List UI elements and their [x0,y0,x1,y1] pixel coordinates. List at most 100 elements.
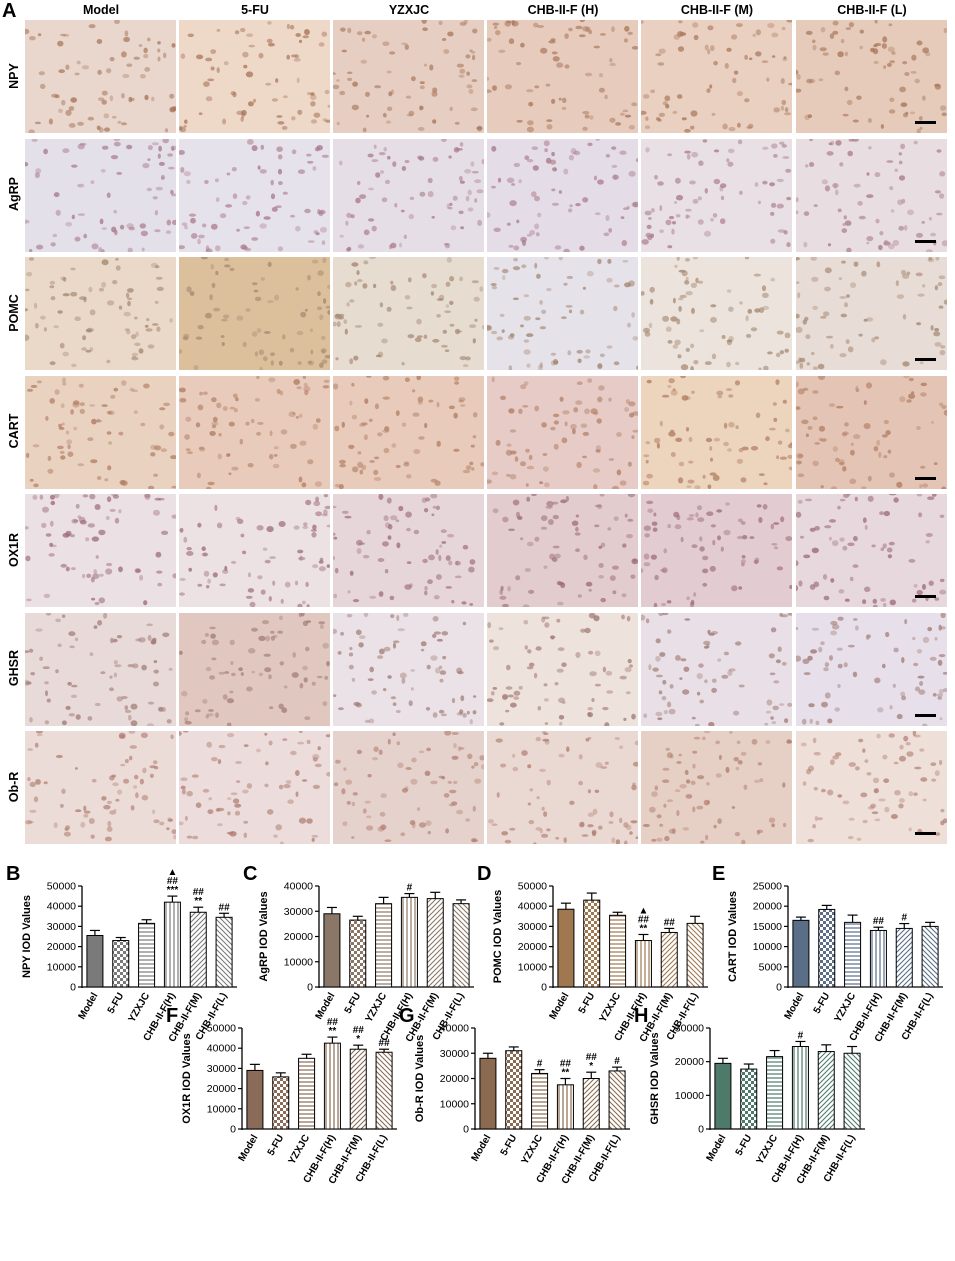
bar [112,940,130,988]
cell-texture [179,494,330,607]
cell-texture [179,612,330,726]
panel-letter: D [477,863,491,885]
cell-texture [25,20,176,133]
bar [272,1076,290,1130]
bar [817,1051,835,1130]
y-tick-label: 40000 [207,1043,236,1055]
cell-texture [179,375,330,489]
cell-texture [641,257,791,370]
cell-texture [179,257,330,370]
micrograph-tile [333,612,484,726]
bar [323,1042,341,1130]
cell-texture [25,612,173,726]
bar [766,1056,784,1130]
micrograph-tile [179,20,330,133]
y-tick-label: 50000 [47,881,76,893]
y-tick-label: 10000 [440,1098,469,1110]
scale-bar [915,476,936,480]
y-tick-label: 10000 [47,961,76,973]
bar [323,913,341,988]
cell-texture [796,612,947,726]
micrograph-tile [179,375,330,489]
y-axis-label: AgRP IOD Values [258,891,270,981]
cell-texture [25,257,173,368]
bar [556,1084,574,1130]
significance-label: ## [873,916,885,927]
micrograph-tile [641,375,792,489]
y-tick-label: 0 [698,1124,704,1136]
y-tick-label: 0 [70,982,76,994]
bar [818,908,836,988]
row-label: OX1R [7,532,21,567]
panel-letter: H [634,1005,648,1027]
micrograph-tile [333,20,484,133]
row-label: NPY [7,62,21,89]
cell-texture [492,494,638,607]
x-tick-label: Model [77,991,101,1022]
bar [505,1050,523,1130]
bar [349,1048,367,1130]
x-tick-label: Model [237,1133,261,1164]
cell-texture [25,138,176,252]
significance-label: # [537,1059,543,1070]
cell-texture [796,20,947,133]
bar [609,914,627,988]
column-header: YZXJC [388,3,430,17]
cell-texture [333,494,476,606]
y-tick-label: 0 [230,1124,236,1136]
column-header: CHB-II-F (M) [680,3,754,17]
scale-bar [915,121,936,124]
y-axis-label: OX1R IOD Values [181,1033,193,1123]
significance-label: ▲ [167,867,177,878]
micrograph-tile [333,138,484,252]
y-tick-label: 40000 [518,901,547,913]
y-tick-label: 20000 [207,1083,236,1095]
y-tick-label: 25000 [753,881,782,893]
y-tick-label: 40000 [284,881,313,893]
cell-texture [179,138,329,252]
cell-texture [487,257,638,370]
significance-label: ## [327,1017,339,1028]
micrograph-tile [641,494,792,607]
micrograph-tile [796,375,947,489]
cell-texture [487,376,638,489]
bar [163,901,181,988]
micrograph-tile [487,612,638,726]
scale-bar [915,832,936,835]
cell-texture [333,375,484,489]
significance-label: ## [664,917,676,928]
micrograph-tile [25,375,176,489]
significance-label: ▲ [638,905,648,916]
cell-texture [487,138,638,252]
micrograph-tile [25,138,176,252]
row-label: POMC [7,293,21,332]
micrograph-tile [25,612,176,726]
micrograph-tile [179,494,330,607]
y-tick-label: 10000 [753,941,782,953]
bar-chart-h: H 0 10000 20000 30000 GHSR IOD Values Model 5-F… [634,1005,865,1186]
cell-texture [179,21,330,133]
bar [246,1069,264,1130]
bar [531,1072,549,1130]
y-axis-label: Ob-R IOD Values [414,1035,426,1122]
bar [634,940,652,988]
y-tick-label: 20000 [440,1073,469,1085]
bar [791,1046,809,1130]
micrograph-tile [487,20,638,133]
micrograph-tile [25,257,176,370]
cell-texture [642,375,792,489]
row-label: GHSR [7,649,21,687]
scale-bar [915,595,936,598]
x-tick-label: YZXJC [755,1133,781,1166]
micrograph-tile [796,494,947,607]
significance-label: ## [379,1038,391,1049]
micrograph-tile [25,731,176,844]
micrograph-tile [179,612,330,726]
y-tick-label: 20000 [675,1056,704,1068]
x-tick-label: 5-FU [734,1133,755,1158]
bar [921,925,939,988]
cell-texture [641,612,792,726]
x-tick-label: YZXJC [520,1133,546,1166]
